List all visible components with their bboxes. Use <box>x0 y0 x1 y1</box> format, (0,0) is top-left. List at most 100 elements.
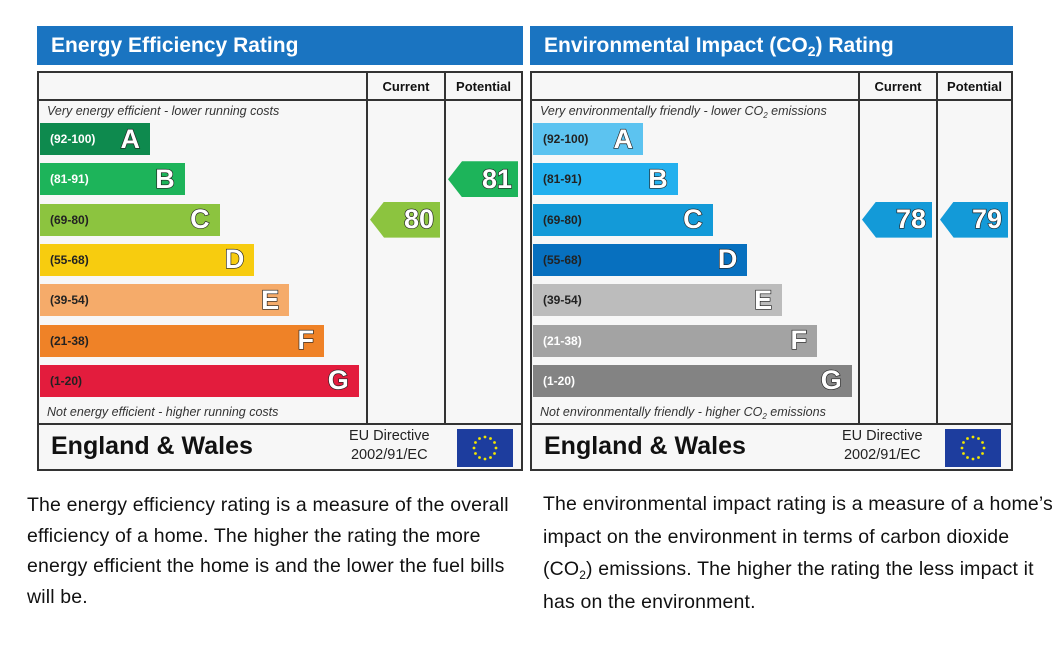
note-bottom: Not energy efficient - higher running co… <box>47 405 279 419</box>
note-top-suffix: emissions <box>767 104 827 118</box>
band-a: (92-100) A <box>40 123 150 155</box>
eu-star <box>981 452 984 455</box>
eu-star <box>977 456 980 459</box>
band-b: (81-91) B <box>533 163 678 196</box>
band-letter: A <box>613 123 634 154</box>
env-title-sub: 2 <box>807 43 816 59</box>
note-top-sub: 2 <box>763 111 768 120</box>
band-letter: D <box>224 244 245 275</box>
env-title-suffix: ) Rating <box>815 34 894 57</box>
eu-star <box>981 441 984 444</box>
band-range: (21-38) <box>50 333 89 348</box>
band-b: (81-91) B <box>40 163 185 196</box>
footer-divider <box>532 423 1011 425</box>
band-letter: G <box>820 365 842 396</box>
current-rating-arrow: 78 <box>862 201 932 238</box>
band-f: (21-38) F <box>40 324 324 357</box>
current-rating-value: 80 <box>403 203 434 235</box>
band-letter: A <box>120 123 141 154</box>
band-letter: E <box>261 284 280 315</box>
band-g: (1-20) G <box>40 365 359 397</box>
eu-star <box>493 452 496 455</box>
env-description-sub: 2 <box>579 568 587 582</box>
energy-footer: England & Wales EU Directive 2002/91/EC <box>39 425 521 469</box>
band-d: (55-68) D <box>40 244 255 276</box>
band-e: (39-54) E <box>40 284 290 317</box>
energy-chart-frame: Current Potential Very energy efficient … <box>37 71 523 471</box>
band-range: (55-68) <box>543 252 582 267</box>
current-rating-value: 78 <box>895 203 926 235</box>
energy-efficiency-panel: Energy Efficiency Rating Current Potenti… <box>37 26 523 471</box>
eu-star <box>474 452 477 455</box>
potential-rating-value: 79 <box>971 203 1002 235</box>
env-title-prefix: Environmental Impact (CO <box>544 34 808 57</box>
env-footer: England & Wales EU Directive 2002/91/EC <box>532 425 1011 469</box>
band-range: (69-80) <box>50 212 89 227</box>
column-divider <box>858 73 860 425</box>
band-range: (81-91) <box>543 172 582 187</box>
header-divider <box>39 99 521 101</box>
column-header-potential: Potential <box>938 73 1011 101</box>
eu-star <box>493 441 496 444</box>
directive-line2: 2002/91/EC <box>350 447 428 463</box>
eu-star <box>982 446 986 450</box>
band-f: (21-38) F <box>533 324 817 357</box>
band-range: (1-20) <box>50 373 83 388</box>
env-description-prefix: The environmental impact rating is a mea… <box>543 493 1053 580</box>
footer-region: England & Wales <box>51 432 253 460</box>
directive-line2: 2002/91/EC <box>843 447 921 463</box>
note-bottom-prefix: Not environmentally friendly - higher CO <box>540 405 763 419</box>
band-letter: C <box>189 203 210 235</box>
note-top: Very environmentally friendly - lower CO… <box>540 104 827 120</box>
note-top-prefix: Very environmentally friendly - lower CO <box>540 104 764 118</box>
energy-description: The energy efficiency rating is a measur… <box>27 494 509 608</box>
potential-rating-value: 81 <box>481 163 512 194</box>
band-letter: E <box>754 284 773 315</box>
eu-star <box>977 437 980 440</box>
eu-star <box>971 457 975 461</box>
env-description: The environmental impact rating is a mea… <box>543 488 1053 618</box>
note-bottom-sub: 2 <box>762 412 767 421</box>
note-bottom: Not environmentally friendly - higher CO… <box>540 405 826 421</box>
current-rating-arrow: 80 <box>370 201 440 238</box>
eu-star <box>489 437 492 440</box>
eu-star <box>962 441 965 444</box>
eu-star <box>960 446 964 450</box>
band-range: (69-80) <box>543 212 582 227</box>
band-range: (92-100) <box>50 132 96 146</box>
column-header-current: Current <box>860 73 936 101</box>
band-range: (39-54) <box>50 293 89 308</box>
potential-rating-arrow: 81 <box>448 161 518 198</box>
band-c: (69-80) C <box>40 203 220 236</box>
eu-star <box>971 435 975 439</box>
band-range: (81-91) <box>50 172 89 187</box>
potential-rating-arrow: 79 <box>940 201 1008 238</box>
band-d: (55-68) D <box>533 244 748 276</box>
eu-star <box>483 435 487 439</box>
directive-line1: EU Directive <box>349 428 430 444</box>
column-header-potential: Potential <box>446 73 521 101</box>
band-letter: F <box>297 324 315 355</box>
note-top: Very energy efficient - lower running co… <box>47 104 280 118</box>
env-title: Environmental Impact (CO2) Rating <box>530 26 1013 65</box>
eu-star <box>966 437 969 440</box>
band-range: (39-54) <box>543 293 582 308</box>
eu-star <box>483 457 487 461</box>
column-header-current: Current <box>368 73 444 101</box>
band-a: (92-100) A <box>533 123 643 155</box>
eu-flag-icon <box>457 429 513 467</box>
energy-title: Energy Efficiency Rating <box>37 26 523 65</box>
band-letter: B <box>648 163 669 194</box>
eu-star <box>474 441 477 444</box>
env-description-suffix: ) emissions. The higher the rating the l… <box>543 558 1034 613</box>
band-range: (21-38) <box>543 333 582 348</box>
eu-star <box>966 456 969 459</box>
note-bottom-suffix: emissions <box>766 405 826 419</box>
band-letter: B <box>155 163 176 194</box>
eu-star <box>494 446 498 450</box>
eu-star <box>489 456 492 459</box>
footer-region: England & Wales <box>544 432 746 460</box>
column-divider <box>444 73 446 425</box>
band-range: (55-68) <box>50 252 89 267</box>
directive-line1: EU Directive <box>842 428 923 444</box>
